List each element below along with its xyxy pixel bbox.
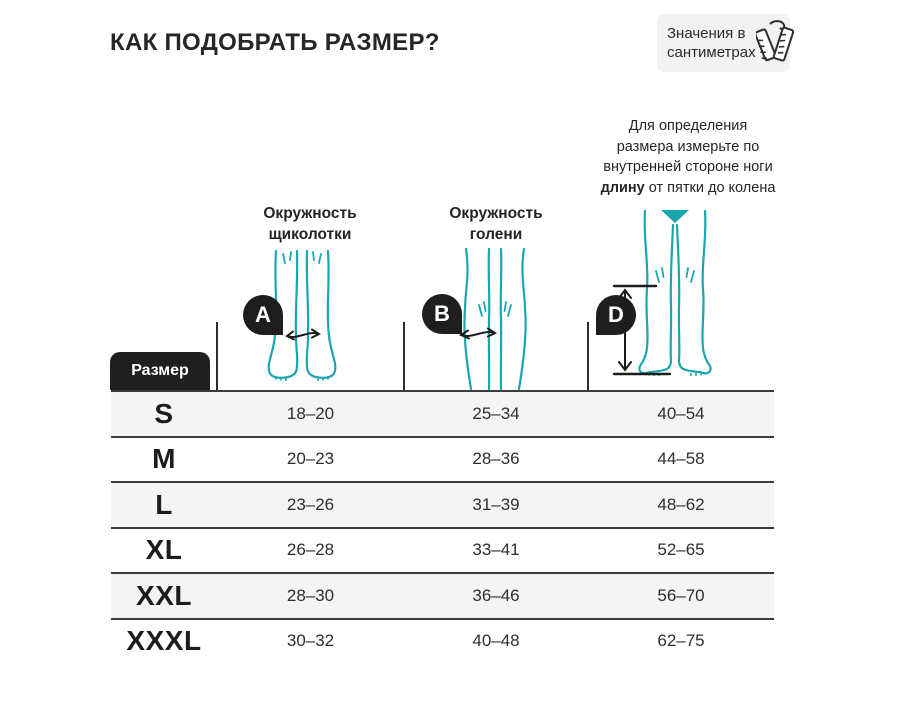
units-badge-text: Значения в сантиметрах — [667, 24, 756, 62]
length-range: 52–65 — [657, 540, 705, 560]
legs-calf-illustration — [458, 247, 532, 390]
size-label: M — [152, 443, 176, 475]
table-row-m: M 20–23 28–36 44–58 — [111, 435, 774, 481]
calf-range: 40–48 — [472, 631, 520, 651]
instruction-line2: размера измерьте по — [616, 138, 760, 155]
size-label: L — [155, 488, 173, 520]
badge-a-letter: A — [255, 302, 271, 327]
table-row-l: L 23–26 31–39 48–62 — [111, 481, 774, 527]
badge-a: A — [243, 295, 283, 335]
calf-range: 33–41 — [472, 540, 520, 560]
badge-d: D — [596, 295, 636, 335]
header-b-line2: голени — [469, 226, 523, 243]
measure-instruction: Для определения размера измерьте по внут… — [563, 116, 813, 198]
instruction-line4: длину от пятки до колена — [563, 178, 813, 199]
calf-range: 28–36 — [472, 449, 520, 469]
size-label: XXXL — [126, 625, 202, 657]
ankle-measure-arrow-icon — [282, 326, 324, 349]
column-header-ankle: Окружность щиколотки — [240, 203, 380, 245]
length-range: 40–54 — [657, 403, 705, 423]
column-header-calf: Окружность голени — [426, 203, 566, 245]
size-table: S 18–20 25–34 40–54 M 20–23 28–36 44–58 … — [111, 390, 774, 663]
ankle-range: 18–20 — [286, 403, 335, 423]
length-range: 56–70 — [657, 585, 705, 605]
ankle-range: 28–30 — [286, 585, 335, 605]
calf-range: 25–34 — [472, 403, 520, 423]
instruction-line4-rest: от пятки до колена — [644, 179, 776, 196]
badge-b: B — [422, 294, 462, 334]
length-range: 62–75 — [657, 631, 705, 651]
ankle-range: 23–26 — [286, 494, 335, 514]
size-label: S — [154, 397, 174, 429]
header-b-line1: Окружность — [449, 205, 543, 222]
table-row-xxxl: XXXL 30–32 40–48 62–75 — [111, 617, 774, 663]
table-row-s: S 18–20 25–34 40–54 — [111, 390, 774, 436]
size-label: XL — [145, 534, 183, 566]
size-column-header: Размер — [110, 352, 210, 390]
ankle-range: 30–32 — [286, 631, 335, 651]
ankle-range: 26–28 — [286, 540, 335, 560]
units-badge-line1: Значения в — [667, 25, 746, 42]
badge-b-letter: B — [434, 301, 450, 326]
units-badge: Значения в сантиметрах — [657, 14, 794, 72]
size-label: XXL — [136, 579, 192, 611]
calf-measure-arrow-icon — [456, 325, 500, 348]
size-header-label: Размер — [131, 362, 189, 379]
length-range: 44–58 — [657, 449, 705, 469]
table-row-xxl: XXL 28–30 36–46 56–70 — [111, 572, 774, 618]
measuring-tape-icon — [753, 18, 796, 69]
units-badge-line2: сантиметрах — [667, 44, 756, 61]
badge-d-letter: D — [608, 302, 624, 327]
ankle-range: 20–23 — [286, 449, 335, 469]
instruction-line3: внутренней стороне ноги — [603, 159, 773, 175]
page-title: КАК ПОДОБРАТЬ РАЗМЕР? — [110, 29, 440, 56]
instruction-line1: Для определения — [628, 118, 748, 134]
instruction-length-word: длину — [600, 179, 645, 196]
header-a-line1: Окружность — [263, 205, 357, 222]
calf-range: 31–39 — [472, 494, 520, 514]
length-range: 48–62 — [657, 494, 705, 514]
calf-range: 36–46 — [472, 585, 520, 605]
length-measure-arrow-icon — [606, 282, 678, 383]
header-a-line2: щиколотки — [268, 226, 352, 243]
table-row-xl: XL 26–28 33–41 52–65 — [111, 526, 774, 572]
